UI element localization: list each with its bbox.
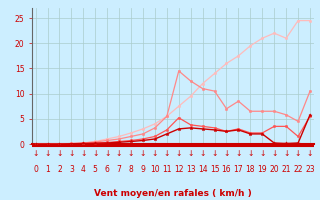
- Text: ↓: ↓: [307, 150, 313, 158]
- Text: 3: 3: [69, 165, 74, 174]
- Text: 19: 19: [258, 165, 267, 174]
- Text: ↓: ↓: [128, 150, 134, 158]
- Text: ↓: ↓: [188, 150, 194, 158]
- Text: Vent moyen/en rafales ( km/h ): Vent moyen/en rafales ( km/h ): [94, 189, 252, 198]
- Text: 15: 15: [210, 165, 220, 174]
- Text: 10: 10: [150, 165, 160, 174]
- Text: ↓: ↓: [92, 150, 99, 158]
- Text: 14: 14: [198, 165, 207, 174]
- Text: 5: 5: [93, 165, 98, 174]
- Text: 2: 2: [57, 165, 62, 174]
- Text: ↓: ↓: [271, 150, 277, 158]
- Text: ↓: ↓: [164, 150, 170, 158]
- Text: ↓: ↓: [44, 150, 51, 158]
- Text: ↓: ↓: [80, 150, 86, 158]
- Text: ↓: ↓: [116, 150, 122, 158]
- Text: ↓: ↓: [176, 150, 182, 158]
- Text: 8: 8: [129, 165, 133, 174]
- Text: 18: 18: [246, 165, 255, 174]
- Text: 16: 16: [222, 165, 231, 174]
- Text: 13: 13: [186, 165, 196, 174]
- Text: 22: 22: [293, 165, 303, 174]
- Text: ↓: ↓: [223, 150, 230, 158]
- Text: ↓: ↓: [56, 150, 63, 158]
- Text: ↓: ↓: [104, 150, 110, 158]
- Text: 4: 4: [81, 165, 86, 174]
- Text: 17: 17: [234, 165, 243, 174]
- Text: 7: 7: [117, 165, 122, 174]
- Text: ↓: ↓: [283, 150, 289, 158]
- Text: ↓: ↓: [140, 150, 146, 158]
- Text: 1: 1: [45, 165, 50, 174]
- Text: 21: 21: [281, 165, 291, 174]
- Text: ↓: ↓: [295, 150, 301, 158]
- Text: 23: 23: [305, 165, 315, 174]
- Text: 11: 11: [162, 165, 172, 174]
- Text: ↓: ↓: [259, 150, 266, 158]
- Text: ↓: ↓: [247, 150, 253, 158]
- Text: ↓: ↓: [152, 150, 158, 158]
- Text: ↓: ↓: [68, 150, 75, 158]
- Text: 0: 0: [33, 165, 38, 174]
- Text: 20: 20: [269, 165, 279, 174]
- Text: ↓: ↓: [199, 150, 206, 158]
- Text: 12: 12: [174, 165, 183, 174]
- Text: ↓: ↓: [212, 150, 218, 158]
- Text: ↓: ↓: [32, 150, 39, 158]
- Text: ↓: ↓: [235, 150, 242, 158]
- Text: 9: 9: [140, 165, 145, 174]
- Text: 6: 6: [105, 165, 110, 174]
